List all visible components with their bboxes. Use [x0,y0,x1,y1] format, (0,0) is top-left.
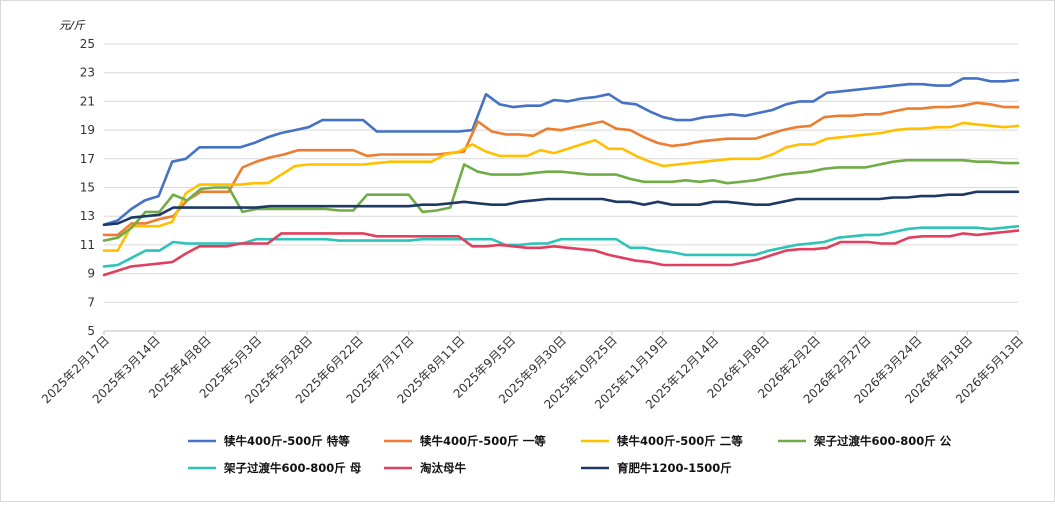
legend: 犊牛400斤-500斤 特等 犊牛400斤-500斤 一等 犊牛400斤-500斤 … [188,434,952,475]
series-line-2 [102,101,1020,237]
legend-label: 犊牛400斤-500斤 二等 [617,434,743,448]
y-tick-label: 23 [80,66,95,80]
y-tick-label: 7 [87,295,95,309]
legend-label: 育肥牛1200-1500斤 [617,461,732,475]
y-tick-label: 11 [80,238,95,252]
y-axis: 5 7 9 11 13 15 17 19 21 23 25 [80,37,95,338]
y-tick-label: 9 [87,267,95,281]
y-tick-label: 25 [80,37,95,51]
series-line-6 [102,229,1020,277]
y-axis-unit-label: 元/斤 [59,19,86,32]
legend-label: 架子过渡牛600-800斤 公 [813,434,952,448]
y-tick-label: 17 [80,152,95,166]
y-tick-label: 13 [80,209,95,223]
legend-label: 犊牛400斤-500斤 特等 [224,434,350,448]
legend-label: 架子过渡牛600-800斤 母 [223,461,362,475]
series-lines [102,77,1020,277]
series-line-7 [102,190,1020,227]
legend-label: 犊牛400斤-500斤 一等 [420,434,546,448]
y-tick-label: 21 [80,94,95,108]
series-line-5 [102,224,1020,268]
y-tick-label: 15 [80,181,95,195]
series-line-3 [102,121,1020,252]
legend-label: 淘汰母牛 [420,461,466,475]
y-tick-label: 5 [87,324,95,338]
series-line-4 [102,158,1020,242]
x-axis: 2025年2月17日2025年3月14日2025年4月8日2025年5月3日20… [39,331,1026,412]
y-tick-label: 19 [80,123,95,137]
series-line-1 [102,77,1020,227]
